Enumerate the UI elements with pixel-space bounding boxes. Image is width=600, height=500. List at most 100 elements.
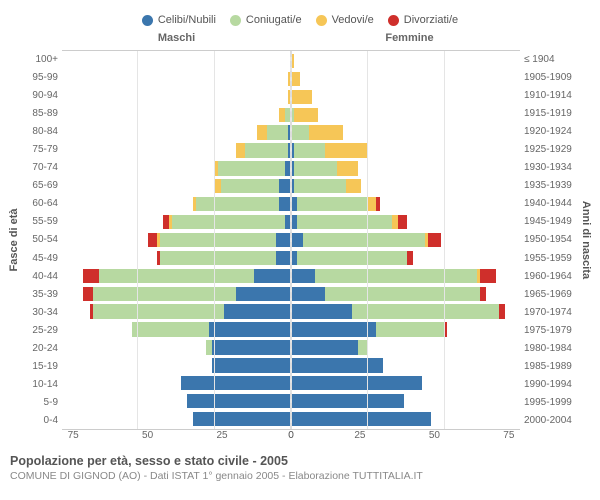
- bar-segment: [257, 125, 266, 139]
- legend-item: Vedovi/e: [316, 14, 374, 26]
- bar-segment: [193, 412, 291, 426]
- bar-segment: [291, 340, 358, 354]
- stacked-bar: [163, 215, 291, 229]
- bar-row: [291, 124, 520, 142]
- bar-row: [291, 410, 520, 428]
- stacked-bar: [157, 251, 291, 265]
- bar-segment: [221, 179, 279, 193]
- bar-segment: [209, 322, 291, 336]
- stacked-bar: [291, 376, 422, 390]
- x-ticks-male: 0255075: [62, 430, 291, 448]
- bar-segment: [212, 340, 291, 354]
- bar-segment: [480, 269, 495, 283]
- stacked-bar: [291, 287, 486, 301]
- birth-label: 1975-1979: [524, 321, 580, 339]
- bar-segment: [291, 358, 383, 372]
- bar-segment: [291, 287, 325, 301]
- bar-row: [62, 231, 291, 249]
- header-female: Femmine: [293, 32, 526, 50]
- bar-segment: [291, 90, 312, 104]
- bar-segment: [218, 161, 285, 175]
- bar-row: [291, 321, 520, 339]
- birth-label: 1955-1959: [524, 249, 580, 267]
- bar-row: [62, 392, 291, 410]
- bar-segment: [315, 269, 477, 283]
- bar-segment: [499, 304, 505, 318]
- legend-item: Coniugati/e: [230, 14, 302, 26]
- stacked-bar: [291, 233, 441, 247]
- bar-segment: [148, 233, 157, 247]
- bar-row: [291, 159, 520, 177]
- stacked-bar: [291, 72, 300, 86]
- bar-row: [62, 267, 291, 285]
- age-label: 25-29: [20, 321, 58, 339]
- birth-label: ≤ 1904: [524, 50, 580, 68]
- bar-segment: [297, 215, 392, 229]
- bar-row: [291, 142, 520, 160]
- bar-row: [291, 213, 520, 231]
- legend-swatch: [142, 15, 153, 26]
- bar-segment: [297, 251, 407, 265]
- male-bars: [62, 51, 291, 429]
- column-headers: Maschi Femmine: [8, 32, 592, 50]
- stacked-bar: [291, 108, 318, 122]
- stacked-bar: [291, 394, 404, 408]
- birth-label: 1950-1954: [524, 231, 580, 249]
- x-ticks-female: 0255075: [291, 430, 520, 448]
- bar-segment: [325, 287, 481, 301]
- birth-label: 1965-1969: [524, 285, 580, 303]
- bar-segment: [93, 287, 237, 301]
- bar-segment: [160, 233, 276, 247]
- bar-row: [62, 70, 291, 88]
- age-label: 15-19: [20, 358, 58, 376]
- age-label: 70-74: [20, 159, 58, 177]
- bar-segment: [196, 197, 278, 211]
- bar-row: [291, 267, 520, 285]
- stacked-bar: [291, 179, 361, 193]
- bar-row: [291, 195, 520, 213]
- bar-segment: [291, 322, 376, 336]
- bar-segment: [367, 197, 376, 211]
- birth-label: 2000-2004: [524, 412, 580, 430]
- age-label: 80-84: [20, 122, 58, 140]
- bar-row: [62, 159, 291, 177]
- bar-row: [291, 303, 520, 321]
- birth-label: 1980-1984: [524, 340, 580, 358]
- birth-label: 1990-1994: [524, 376, 580, 394]
- bar-row: [62, 106, 291, 124]
- bar-segment: [93, 304, 224, 318]
- birth-label: 1905-1909: [524, 68, 580, 86]
- bar-segment: [297, 197, 367, 211]
- stacked-bar: [291, 90, 312, 104]
- bar-segment: [224, 304, 291, 318]
- stacked-bar: [291, 251, 413, 265]
- x-tick: 0: [288, 430, 294, 448]
- stacked-bar: [291, 412, 431, 426]
- age-label: 20-24: [20, 340, 58, 358]
- bar-row: [62, 303, 291, 321]
- bar-segment: [398, 215, 407, 229]
- chart-footer: Popolazione per età, sesso e stato civil…: [8, 448, 592, 482]
- age-label: 95-99: [20, 68, 58, 86]
- legend-swatch: [388, 15, 399, 26]
- bar-row: [62, 195, 291, 213]
- bar-row: [291, 392, 520, 410]
- legend-swatch: [316, 15, 327, 26]
- bar-row: [291, 52, 520, 70]
- bar-segment: [83, 269, 98, 283]
- bar-segment: [291, 269, 315, 283]
- bar-row: [291, 339, 520, 357]
- legend: Celibi/NubiliConiugati/eVedovi/eDivorzia…: [8, 8, 592, 32]
- age-label: 90-94: [20, 86, 58, 104]
- bar-row: [62, 321, 291, 339]
- x-tick: 75: [68, 430, 79, 448]
- bar-segment: [291, 72, 300, 86]
- stacked-bar: [215, 161, 291, 175]
- bar-segment: [99, 269, 255, 283]
- bar-segment: [294, 179, 346, 193]
- bar-segment: [291, 394, 404, 408]
- legend-label: Divorziati/e: [404, 14, 458, 26]
- stacked-bar: [83, 287, 291, 301]
- stacked-bar: [181, 376, 291, 390]
- stacked-bar: [187, 394, 291, 408]
